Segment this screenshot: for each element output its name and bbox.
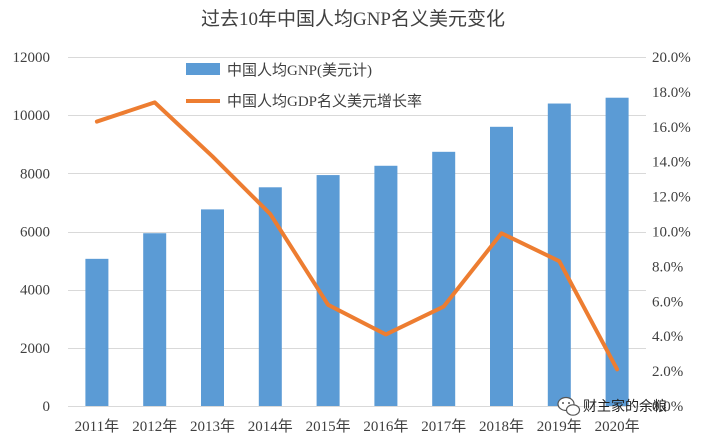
legend: 中国人均GNP(美元计) 中国人均GDP名义美元增长率 — [186, 62, 422, 110]
y-right-tick-label: 2.0% — [652, 364, 683, 380]
y-left-tick-label: 2000 — [20, 341, 50, 357]
bar — [201, 209, 224, 406]
x-tick-label: 2018年 — [479, 418, 524, 435]
x-axis-ticks: 2011年 2012年 2013年 2014年 2015年 2016年 2017年 2018年… — [75, 418, 640, 435]
legend-bar-label: 中国人均GNP(美元计) — [227, 62, 372, 79]
bar — [258, 187, 282, 406]
y-right-tick-label: 10.0% — [652, 225, 691, 241]
x-tick-label: 2016年 — [363, 418, 408, 435]
bar — [316, 175, 340, 406]
y-right-tick-label: 6.0% — [652, 294, 683, 310]
bar — [374, 165, 398, 406]
x-tick-label: 2019年 — [537, 418, 582, 435]
bar — [85, 258, 109, 406]
legend-line-label: 中国人均GDP名义美元增长率 — [227, 93, 422, 110]
bar — [432, 151, 456, 406]
y-right-tick-label: 8.0% — [652, 259, 683, 275]
x-tick-label: 2020年 — [595, 418, 640, 435]
y-left-tick-label: 10000 — [13, 108, 51, 124]
watermark-text: 财主家的余粮 — [583, 398, 667, 415]
y-right-tick-label: 14.0% — [652, 155, 691, 171]
bar — [605, 97, 629, 406]
chart-title: 过去10年中国人均GNP名义美元变化 — [201, 8, 505, 30]
bar — [490, 126, 513, 407]
y-right-tick-label: 18.0% — [652, 85, 691, 101]
y-left-tick-label: 8000 — [20, 166, 50, 182]
y-right-tick-label: 20.0% — [652, 50, 691, 66]
x-tick-label: 2015年 — [306, 418, 351, 435]
watermark: 财主家的余粮 — [557, 396, 667, 416]
bar — [143, 233, 167, 406]
y-left-tick-label: 12000 — [13, 50, 51, 66]
y-right-tick-label: 12.0% — [652, 190, 691, 206]
y-right-tick-label: 4.0% — [652, 329, 683, 345]
y-left-tick-label: 6000 — [20, 225, 50, 241]
left-axis-ticks: 0 2000 4000 6000 8000 10000 12000 — [13, 50, 51, 415]
y-left-tick-label: 4000 — [20, 283, 50, 299]
y-left-tick-label: 0 — [43, 399, 51, 415]
x-tick-label: 2013年 — [190, 418, 235, 435]
line-series — [94, 100, 620, 372]
right-axis-ticks: 0.0% 2.0% 4.0% 6.0% 8.0% 10.0% 12.0% 14.0% 16.0%… — [652, 50, 691, 415]
y-right-tick-label: 16.0% — [652, 120, 691, 136]
legend-bar-swatch — [186, 63, 220, 75]
growth-line — [94, 100, 620, 372]
wechat-icon — [557, 396, 581, 416]
bar-series — [85, 97, 629, 407]
bar — [547, 103, 571, 407]
x-tick-label: 2011年 — [75, 418, 119, 435]
x-tick-label: 2017年 — [421, 418, 466, 435]
y-right-tick-label: 0.0% — [652, 399, 683, 415]
x-tick-label: 2014年 — [248, 418, 293, 435]
x-tick-label: 2012年 — [132, 418, 177, 435]
